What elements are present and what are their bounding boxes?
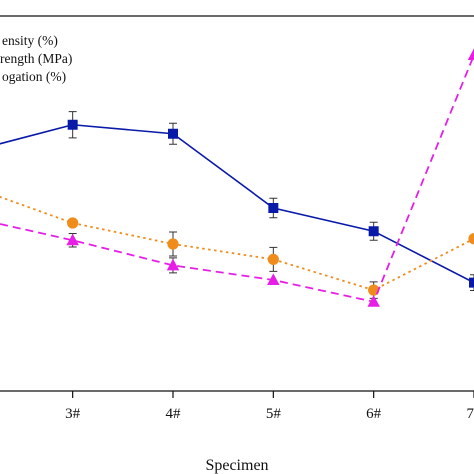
plot-area xyxy=(0,48,474,307)
data-point xyxy=(469,277,474,288)
data-point xyxy=(268,203,279,213)
series-line xyxy=(0,54,474,303)
x-tick-label: 3# xyxy=(65,406,81,422)
data-point xyxy=(367,295,380,307)
axes: 3# 4# 5# 6# 7# xyxy=(0,15,474,422)
x-tick-label: 7# xyxy=(467,406,474,422)
data-point xyxy=(168,128,178,139)
data-point xyxy=(66,233,79,246)
data-point xyxy=(167,238,179,250)
legend-entry: rength (MPa) xyxy=(0,51,72,66)
data-point xyxy=(67,217,79,229)
series-square xyxy=(0,111,474,291)
data-point xyxy=(267,273,280,285)
x-tick-label: 5# xyxy=(266,406,282,422)
series-line xyxy=(0,195,474,292)
data-point xyxy=(166,258,180,271)
series-triangle xyxy=(0,48,474,307)
legend-entry: ogation (%) xyxy=(2,69,66,84)
data-point xyxy=(267,253,279,265)
legend: ensity (%) rength (MPa) ogation (%) xyxy=(0,33,72,84)
data-point xyxy=(368,226,379,237)
data-point xyxy=(67,119,78,130)
x-tick-label: 6# xyxy=(366,406,382,422)
legend-entry: ensity (%) xyxy=(2,33,58,48)
data-point xyxy=(467,48,474,60)
x-axis-title: Specimen xyxy=(205,457,268,474)
data-point xyxy=(468,233,474,245)
x-tick-label: 4# xyxy=(166,406,182,422)
series-line xyxy=(0,123,474,284)
series-circle xyxy=(0,195,474,299)
